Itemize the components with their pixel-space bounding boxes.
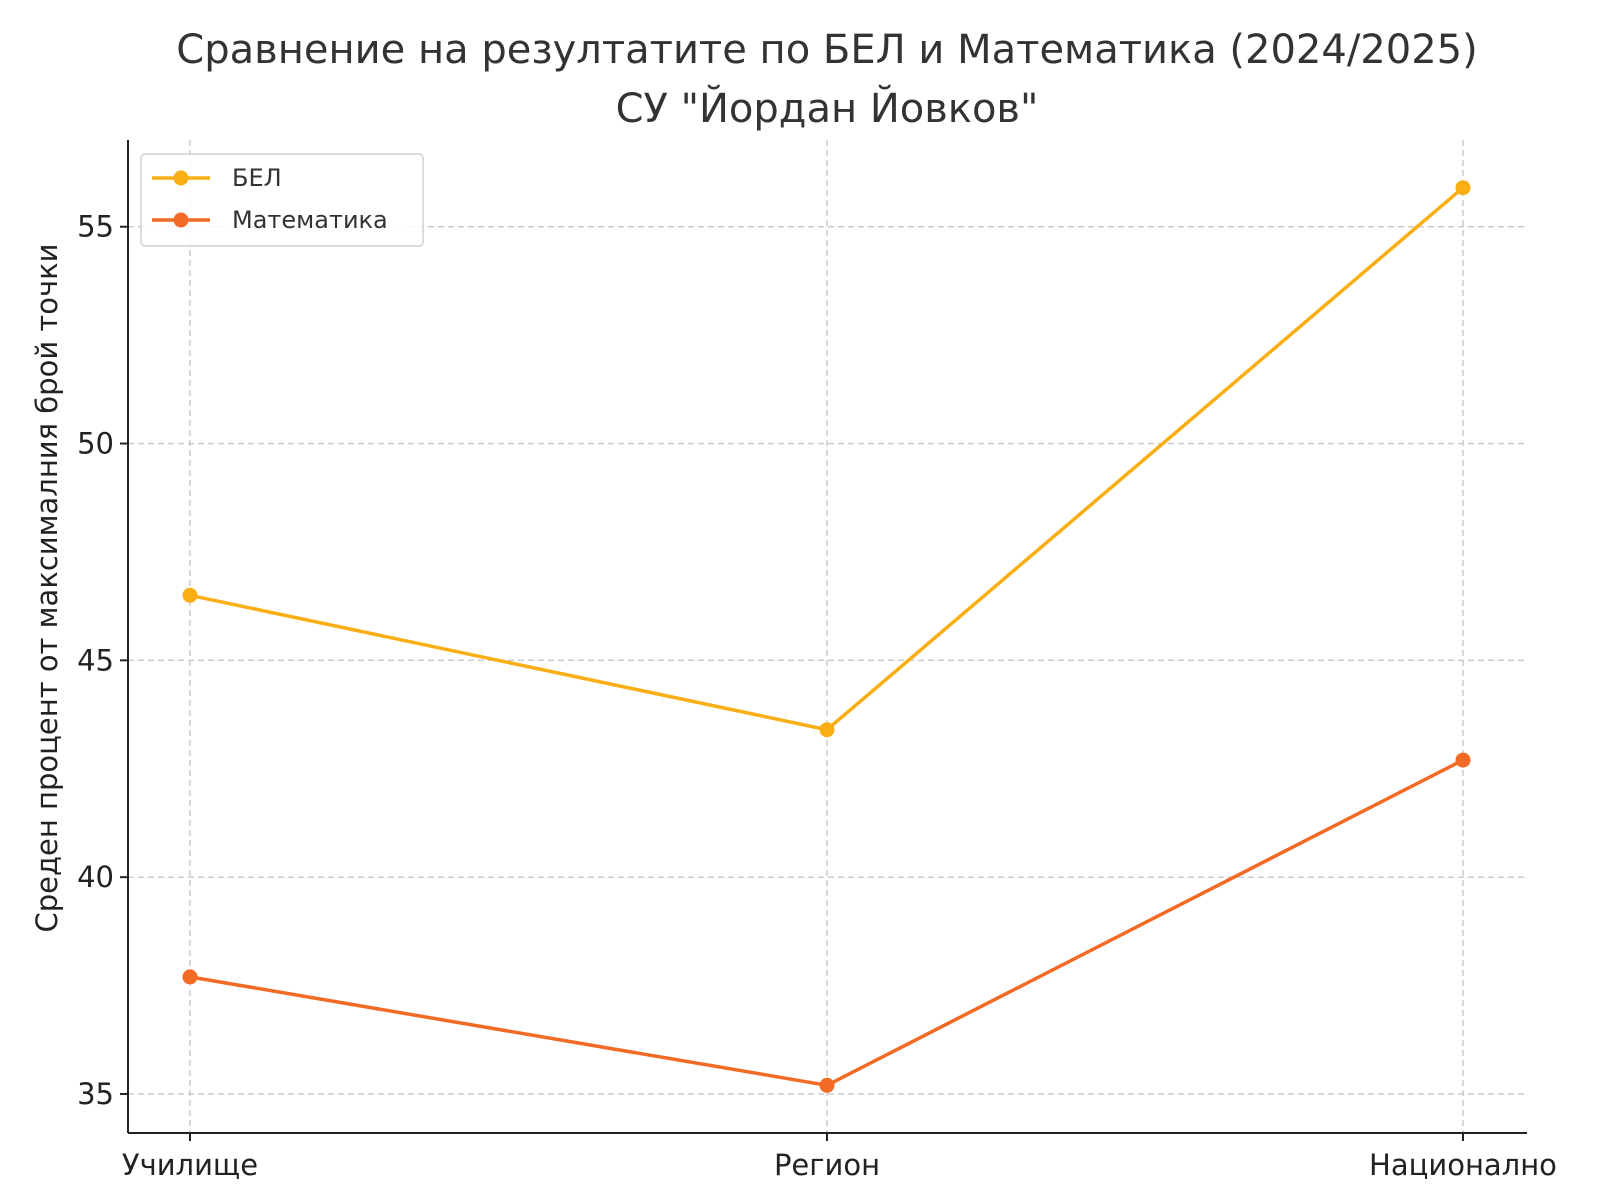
series-layer: [182, 180, 1471, 1093]
axes-layer: 35 40 45 50 55 Училище Регион Национално: [77, 140, 1557, 1182]
x-tick-label: Регион: [774, 1148, 880, 1182]
y-tick-label: 55: [77, 210, 114, 244]
y-tick-label: 45: [77, 643, 114, 677]
chart-title: Сравнение на резултатите по БЕЛ и Матема…: [176, 27, 1477, 73]
data-point: [182, 969, 198, 985]
legend-marker: [173, 170, 189, 186]
data-point: [819, 722, 835, 738]
y-tick-label: 40: [77, 860, 114, 894]
series-0: [182, 180, 1471, 738]
x-tick-label: Национално: [1369, 1148, 1557, 1182]
labels-layer: Сравнение на резултатите по БЕЛ и Матема…: [30, 27, 1478, 933]
y-axis-label: Среден процент от максималния брой точки: [30, 243, 64, 932]
legend-label: БЕЛ: [232, 164, 282, 192]
x-tick-label: Училище: [122, 1148, 258, 1182]
data-point: [182, 587, 198, 603]
y-tick-label: 50: [77, 427, 114, 461]
y-tick-label: 35: [77, 1077, 114, 1111]
chart-subtitle: СУ "Йордан Йовков": [616, 84, 1039, 132]
data-point: [819, 1077, 835, 1093]
data-point: [1455, 180, 1471, 196]
legend-label: Математика: [232, 206, 388, 234]
legend: БЕЛ Математика: [140, 153, 424, 247]
legend-marker: [173, 212, 189, 228]
grid-layer: [128, 140, 1527, 1133]
legend-item: БЕЛ: [152, 164, 282, 192]
legend-item: Математика: [152, 206, 388, 234]
series-1: [182, 752, 1471, 1093]
data-point: [1455, 752, 1471, 768]
legend-box: [140, 153, 424, 247]
series-line: [189, 186, 1465, 732]
